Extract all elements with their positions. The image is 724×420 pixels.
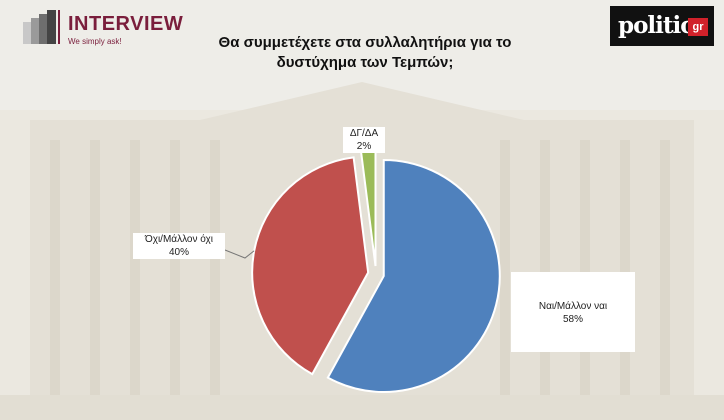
slice-label-dk: ΔΓ/ΔΑ 2% (343, 127, 385, 153)
slice-label-dk-text: ΔΓ/ΔΑ (349, 128, 379, 139)
slice-label-yes-value: 58% (562, 314, 583, 325)
slice-label-dk-value: 2% (356, 141, 372, 152)
interview-tagline: We simply ask! (68, 37, 122, 46)
slice-label-no-value: 40% (168, 247, 189, 258)
politic-logo-word: politic (618, 12, 694, 39)
slice-label-yes: Ναι/Μάλλον ναι 58% (511, 272, 635, 352)
pie-slice-yes (326, 158, 501, 393)
leader-line-no (224, 249, 255, 259)
slice-label-no: Όχι/Μάλλον όχι 40% (133, 233, 225, 259)
slice-label-no-text: Όχι/Μάλλον όχι (144, 234, 214, 245)
politic-logo-suffix: gr (688, 18, 708, 36)
interview-logo-mark (23, 10, 60, 44)
politic-logo: politic gr (610, 6, 714, 46)
slice-label-yes-text: Ναι/Μάλλον ναι (538, 301, 608, 312)
pie-slice-no (251, 156, 370, 376)
interview-logo: INTERVIEW We simply ask! (22, 10, 192, 50)
chart-title: Θα συμμετέχετε στα συλλαλητήρια για το δ… (218, 34, 512, 71)
interview-brand-name: INTERVIEW (68, 13, 184, 35)
